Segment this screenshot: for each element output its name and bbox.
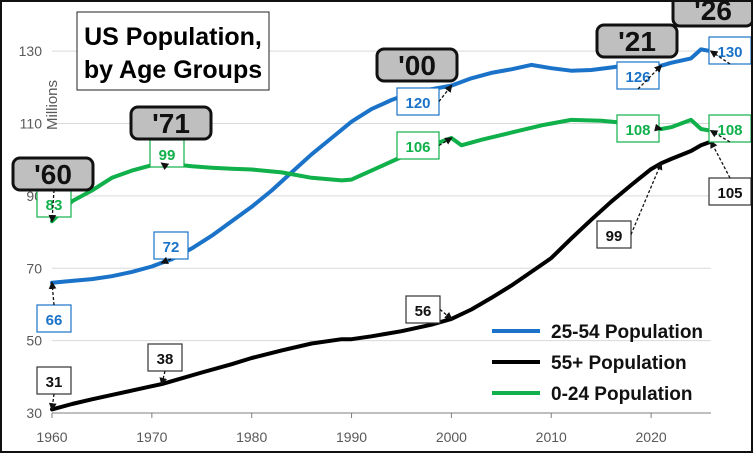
annotation-arrow — [48, 393, 57, 411]
annotation-text: 38 — [157, 351, 174, 368]
annotation-text: 83 — [46, 197, 63, 214]
annotation-label: 99 — [596, 161, 663, 249]
legend-item: 55+ Population — [492, 353, 687, 374]
legend-label: 25-54 Population — [551, 322, 703, 343]
annotation-label: 120 — [396, 84, 453, 116]
x-tick-label: 1980 — [236, 429, 267, 445]
annotation-arrow — [438, 84, 453, 102]
annotation-text: 99 — [606, 228, 623, 245]
annotation-arrow — [654, 123, 663, 132]
x-tick-label: 1970 — [136, 429, 167, 445]
y-tick-label: 110 — [20, 116, 43, 132]
annotation-text: 126 — [625, 69, 650, 86]
annotation-arrow — [710, 140, 731, 179]
annotation-text: 120 — [405, 95, 430, 112]
annotation-text: 108 — [625, 122, 650, 139]
legend-item: 25-54 Population — [492, 322, 703, 343]
y-tick-label: 30 — [26, 405, 42, 421]
year-callout-box — [375, 47, 459, 83]
annotation-arrow — [630, 161, 663, 235]
x-tick-label: 1960 — [36, 429, 67, 445]
annotation-text: 108 — [717, 122, 742, 139]
annotation-label: 99 — [149, 139, 185, 171]
x-tick-label: 2020 — [636, 429, 667, 445]
title-line-1: US Population, — [84, 23, 262, 51]
year-callout-text: '71 — [152, 108, 190, 139]
annotation-label: 108 — [708, 114, 752, 143]
annotation-box — [396, 131, 440, 160]
annotation-box — [147, 343, 183, 372]
legend: 25-54 Population 55+ Population 0-24 Popul… — [492, 322, 703, 405]
annotation-arrow — [709, 50, 731, 65]
legend-label: 55+ Population — [551, 353, 687, 374]
annotation-text: 72 — [163, 239, 180, 256]
legend-label: 0-24 Population — [551, 384, 692, 405]
annotation-label: 56 — [405, 295, 453, 324]
annotation-label: 130 — [708, 36, 752, 65]
y-tick-label: 70 — [26, 260, 42, 276]
annotation-box — [596, 220, 632, 249]
annotation-text: 130 — [717, 44, 742, 61]
y-tick-label: 50 — [26, 333, 42, 349]
annotation-arrow — [48, 281, 57, 306]
annotation-box — [36, 304, 72, 333]
year-callout-text: '26 — [694, 0, 732, 26]
year-callout-text: '00 — [398, 50, 436, 81]
x-tick-label: 1990 — [336, 429, 367, 445]
series-line-1 — [50, 139, 713, 412]
year-callout-box — [11, 156, 95, 192]
year-callout-box — [595, 23, 679, 59]
chart-title: US Population, by Age Groups — [76, 11, 270, 91]
annotation-text: 31 — [46, 374, 63, 391]
year-callout-box — [671, 0, 753, 28]
year-callout: '26 — [671, 0, 753, 28]
annotation-arrow — [159, 370, 168, 386]
annotation-text: 56 — [415, 303, 432, 320]
x-tick-label: 2010 — [536, 429, 567, 445]
annotation-text: 105 — [717, 185, 742, 202]
annotation-arrow — [637, 64, 663, 90]
annotation-box — [616, 61, 660, 90]
annotation-label: 126 — [616, 61, 663, 90]
annotation-arrow — [438, 137, 453, 147]
annotation-text: 99 — [159, 147, 176, 164]
year-callout: '60 — [11, 156, 95, 192]
annotation-label: 106 — [396, 131, 453, 160]
annotation-box — [708, 114, 752, 143]
annotation-arrow — [160, 162, 170, 171]
annotation-label: 31 — [36, 366, 72, 411]
x-tick-label: 2000 — [436, 429, 467, 445]
annotation-arrow — [439, 308, 453, 320]
legend-item: 0-24 Population — [492, 384, 692, 405]
annotation-label: 105 — [708, 140, 752, 206]
year-callout: '71 — [129, 105, 213, 141]
annotation-label: 38 — [147, 343, 183, 386]
annotation-text: 106 — [405, 139, 430, 156]
annotation-box — [36, 366, 72, 395]
annotation-text: 66 — [46, 312, 63, 329]
annotation-label: 83 — [36, 189, 72, 223]
y-tick-label: 130 — [19, 43, 43, 59]
annotation-label: 72 — [153, 231, 189, 265]
year-callout-text: '21 — [618, 26, 656, 57]
annotation-label: 108 — [616, 114, 663, 143]
year-callout-text: '60 — [34, 159, 72, 190]
year-callout: '21 — [595, 23, 679, 59]
annotation-arrow — [709, 130, 731, 143]
title-box — [76, 11, 270, 91]
annotation-box — [708, 177, 752, 206]
annotation-arrow — [48, 189, 57, 223]
annotation-box — [396, 87, 440, 116]
annotation-label: 66 — [36, 281, 72, 333]
annotation-arrow — [160, 256, 172, 265]
y-axis-label: Millions — [44, 80, 61, 130]
year-callouts: '60 '71 '00 '21 '26 — [11, 0, 753, 192]
title-line-2: by Age Groups — [84, 56, 262, 84]
year-callout: '00 — [375, 47, 459, 83]
year-callout-box — [129, 105, 213, 141]
